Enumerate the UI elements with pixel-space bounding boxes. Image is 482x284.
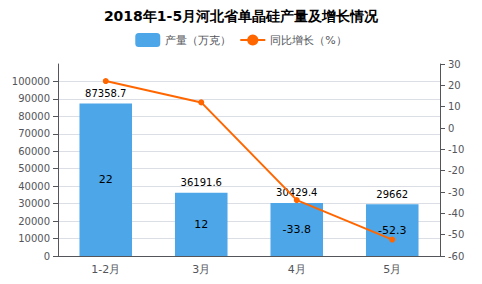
svg-text:80000: 80000 [18, 111, 50, 122]
svg-text:50000: 50000 [18, 163, 50, 174]
svg-text:10000: 10000 [18, 233, 50, 244]
svg-text:30: 30 [448, 59, 461, 70]
svg-text:0: 0 [44, 251, 50, 262]
svg-text:5月: 5月 [383, 263, 401, 276]
svg-text:0: 0 [448, 123, 454, 134]
svg-text:90000: 90000 [18, 93, 50, 104]
svg-text:29662: 29662 [376, 189, 408, 200]
svg-text:-10: -10 [448, 144, 464, 155]
svg-text:20000: 20000 [18, 216, 50, 227]
svg-text:-40: -40 [448, 208, 464, 219]
svg-text:36191.6: 36191.6 [181, 177, 222, 188]
svg-text:同比增长（%）: 同比增长（%） [270, 34, 346, 47]
svg-text:30000: 30000 [18, 198, 50, 209]
svg-text:20: 20 [448, 80, 461, 91]
svg-text:22: 22 [99, 173, 113, 186]
svg-text:1-2月: 1-2月 [91, 263, 120, 276]
svg-text:30429.4: 30429.4 [276, 187, 317, 198]
svg-text:-20: -20 [448, 165, 464, 176]
svg-text:2018年1-5月河北省单晶硅产量及增长情况: 2018年1-5月河北省单晶硅产量及增长情况 [104, 8, 379, 24]
svg-text:87358.7: 87358.7 [85, 88, 126, 99]
svg-text:产量（万克）: 产量（万克） [165, 34, 231, 47]
svg-text:4月: 4月 [288, 263, 306, 276]
svg-text:60000: 60000 [18, 146, 50, 157]
svg-text:10: 10 [448, 101, 461, 112]
svg-text:-60: -60 [448, 251, 464, 262]
svg-text:70000: 70000 [18, 128, 50, 139]
svg-text:40000: 40000 [18, 181, 50, 192]
svg-text:100000: 100000 [12, 76, 50, 87]
svg-text:-50: -50 [448, 229, 464, 240]
svg-text:3月: 3月 [192, 263, 210, 276]
svg-text:-33.8: -33.8 [283, 223, 311, 236]
svg-text:-52.3: -52.3 [378, 223, 407, 237]
svg-text:-30: -30 [448, 187, 464, 198]
svg-text:12: 12 [194, 218, 208, 231]
